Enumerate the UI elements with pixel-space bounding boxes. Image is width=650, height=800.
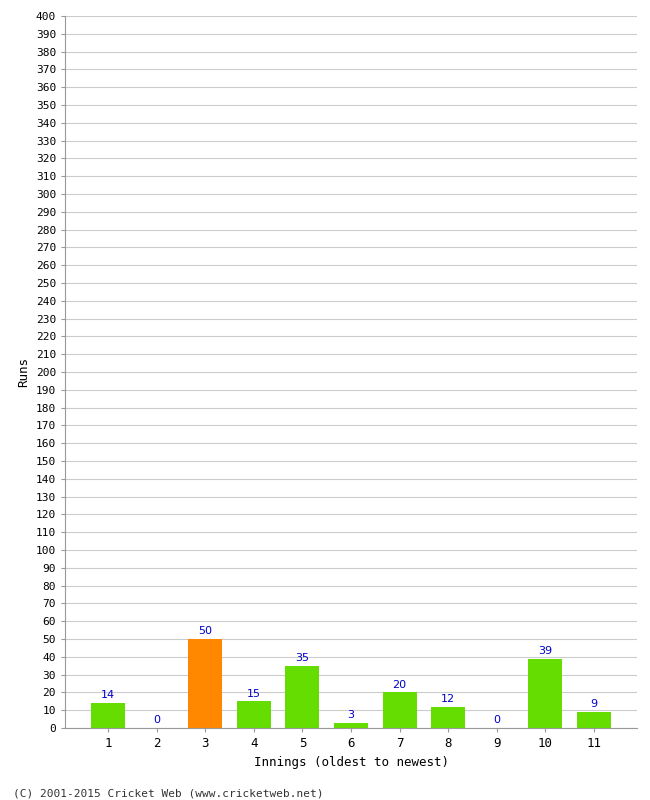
X-axis label: Innings (oldest to newest): Innings (oldest to newest): [254, 755, 448, 769]
Bar: [528, 658, 562, 728]
Text: 50: 50: [198, 626, 212, 636]
Text: (C) 2001-2015 Cricket Web (www.cricketweb.net): (C) 2001-2015 Cricket Web (www.cricketwe…: [13, 788, 324, 798]
Text: 15: 15: [247, 689, 261, 698]
Text: 3: 3: [348, 710, 354, 720]
Bar: [285, 666, 319, 728]
Text: 0: 0: [493, 715, 501, 726]
Bar: [431, 706, 465, 728]
Text: 39: 39: [538, 646, 552, 656]
Bar: [334, 722, 368, 728]
Text: 20: 20: [393, 680, 407, 690]
Bar: [577, 712, 611, 728]
Text: 9: 9: [590, 699, 597, 710]
Bar: [237, 702, 271, 728]
Text: 14: 14: [101, 690, 115, 701]
Text: 0: 0: [153, 715, 160, 726]
Y-axis label: Runs: Runs: [17, 357, 30, 387]
Bar: [188, 639, 222, 728]
Text: 35: 35: [295, 653, 309, 663]
Bar: [91, 703, 125, 728]
Text: 12: 12: [441, 694, 455, 704]
Bar: [383, 693, 417, 728]
